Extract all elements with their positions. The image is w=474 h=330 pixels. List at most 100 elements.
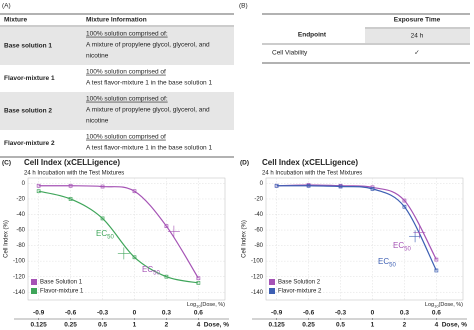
legend-swatch xyxy=(269,279,275,285)
mixture-name: Base solution 2 xyxy=(4,108,52,115)
ec50-label: EC50 xyxy=(142,265,160,276)
legend-label: Flavor-mixture 1 xyxy=(40,289,84,295)
dose-tick-label: 0.5 xyxy=(98,322,107,329)
series-line xyxy=(276,185,437,271)
plot-area xyxy=(27,177,226,301)
x-tick-label: 0.3 xyxy=(162,310,171,317)
header: Exposure Time xyxy=(394,17,441,24)
dose-label: Dose, % xyxy=(204,322,230,329)
legend-label: Base Solution 2 xyxy=(278,280,321,286)
header: Mixture Information xyxy=(86,17,147,24)
series-line xyxy=(276,184,437,260)
dose-tick-label: 1 xyxy=(133,322,137,329)
x-axis-label-part: 10 xyxy=(434,304,439,309)
data-point xyxy=(434,268,439,273)
mixture-info: nicotine xyxy=(86,118,109,125)
data-point xyxy=(100,216,105,221)
data-point xyxy=(196,281,201,285)
cell-shade xyxy=(365,29,470,43)
chart-subtitle: 24 h Incubation with the Test Mixtures xyxy=(262,171,362,177)
x-tick-label: -0.3 xyxy=(335,310,347,317)
data-point xyxy=(68,183,73,188)
ec50-label-part: EC xyxy=(96,229,107,238)
mixture-info: 100% solution comprised of: xyxy=(86,31,168,38)
ec50-label-part: EC xyxy=(393,241,404,250)
x-tick-label: -0.6 xyxy=(65,310,77,317)
x-axis-label-part: Log xyxy=(425,302,434,308)
mixture-name: Base solution 1 xyxy=(4,43,52,50)
mixture-info: A test flavor-mixture 1 in the base solu… xyxy=(86,80,212,87)
data-point xyxy=(274,183,279,188)
dose-tick-label: 0.25 xyxy=(64,322,77,329)
data-point xyxy=(132,189,137,194)
data-point xyxy=(402,204,407,209)
x-axis-label-part: 10 xyxy=(196,304,201,309)
y-tick-label: -80 xyxy=(254,243,263,249)
row-shade xyxy=(0,27,234,65)
data-point xyxy=(164,224,169,229)
ec50-label-part: 50 xyxy=(153,270,160,276)
mixture-info: A mixture of propylene glycol, glycerol,… xyxy=(86,107,210,114)
y-tick-label: -60 xyxy=(254,228,263,234)
dose-tick-label: 1 xyxy=(371,322,375,329)
y-tick-label: 0 xyxy=(22,181,26,187)
mixture-name: Flavor-mixture 1 xyxy=(4,75,55,82)
dose-tick-label: 0.125 xyxy=(269,322,286,329)
panel-label: (D) xyxy=(240,160,249,167)
endpoint: Cell Viability xyxy=(272,50,308,57)
x-axis-label-part: (Dose, %) xyxy=(439,302,464,308)
y-tick-label: -100 xyxy=(251,259,264,265)
x-tick-label: -0.6 xyxy=(303,310,315,317)
y-tick-label: -40 xyxy=(16,212,25,218)
x-axis-label: Log10(Dose, %) xyxy=(425,302,463,308)
ec50-label-part: EC xyxy=(378,257,389,266)
data-point xyxy=(306,183,311,188)
mixture-info: A test flavor-mixture 1 in the base solu… xyxy=(86,145,212,152)
y-tick-label: -140 xyxy=(251,290,264,296)
data-point xyxy=(434,257,439,262)
dose-tick-label: 4 xyxy=(197,322,201,329)
plot-area xyxy=(265,177,464,301)
chart-title: Cell Index (xCELLigence) xyxy=(24,158,120,167)
ec50-label: EC50 xyxy=(96,229,114,240)
series-line xyxy=(38,185,199,279)
legend-swatch xyxy=(31,288,37,294)
y-tick-label: -20 xyxy=(254,197,263,203)
y-tick-label: -100 xyxy=(13,259,26,265)
x-tick-label: -0.3 xyxy=(97,310,109,317)
y-tick-label: -40 xyxy=(254,212,263,218)
ec50-label-part: 50 xyxy=(389,262,396,268)
series-line xyxy=(38,190,199,284)
x-tick-label: 0.3 xyxy=(400,310,409,317)
data-point xyxy=(36,189,41,194)
dose-tick-label: 0.125 xyxy=(31,322,48,329)
y-axis-label: Cell Index (%) xyxy=(242,220,248,258)
mixture-info: 100% solution comprised of xyxy=(86,69,166,76)
ec50-label-part: 50 xyxy=(107,234,114,240)
data-point xyxy=(338,184,343,189)
y-tick-label: -20 xyxy=(16,197,25,203)
ec50-label-part: 50 xyxy=(404,246,411,252)
data-point xyxy=(402,198,407,203)
panel-label: (C) xyxy=(2,160,11,167)
dose-tick-label: 2 xyxy=(403,322,407,329)
legend-label: Flavor-mixture 2 xyxy=(278,289,322,295)
dose-tick-label: 0.5 xyxy=(336,322,345,329)
mixture-info: 100% solution comprised of: xyxy=(86,96,168,103)
y-axis-label: Cell Index (%) xyxy=(4,220,10,258)
dose-label: Dose, % xyxy=(442,322,468,329)
subheader: 24 h xyxy=(411,33,424,40)
mixture-info: nicotine xyxy=(86,53,109,60)
data-point xyxy=(370,187,375,191)
ec50-label: EC50 xyxy=(378,257,396,268)
chart-title: Cell Index (xCELLigence) xyxy=(262,158,358,167)
mixture-info: 100% solution comprised of xyxy=(86,134,166,141)
x-tick-label: 0.6 xyxy=(194,310,203,317)
ec50-label-part: EC xyxy=(142,265,153,274)
mixture-name: Flavor-mixture 2 xyxy=(4,140,55,147)
panel-label: (A) xyxy=(2,3,11,10)
x-tick-label: 0 xyxy=(371,310,375,317)
data-point xyxy=(196,276,201,281)
x-tick-label: -0.9 xyxy=(33,310,45,317)
